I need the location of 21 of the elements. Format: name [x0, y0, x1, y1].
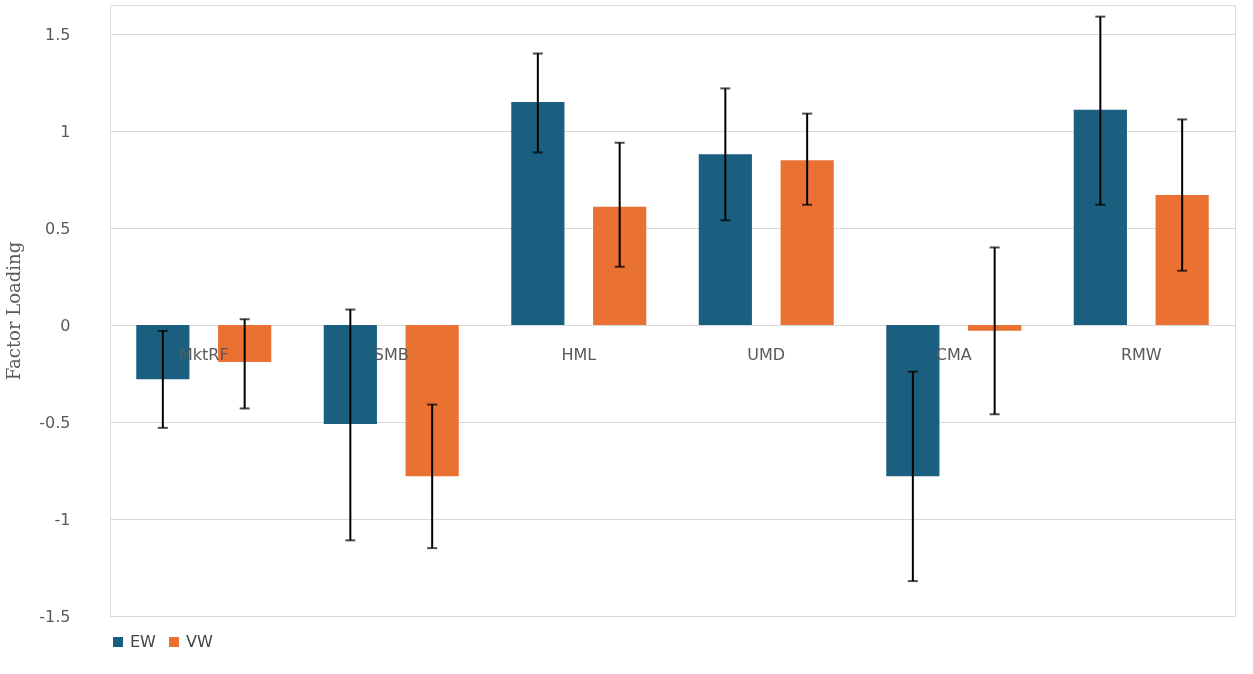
y-tick-label: -1: [54, 509, 71, 529]
y-tick-label: 0: [60, 315, 71, 335]
bar: [593, 206, 647, 326]
legend-label: EW: [130, 632, 157, 651]
y-tick-label: -1.5: [39, 606, 71, 626]
legend-label: VW: [186, 632, 213, 651]
bar: [698, 154, 752, 326]
bar: [780, 160, 834, 326]
x-tick-label: HML: [561, 345, 597, 365]
y-tick-label: 1.5: [45, 24, 71, 44]
y-tick-label: -0.5: [39, 412, 71, 432]
bar: [511, 101, 565, 326]
bar: [323, 325, 377, 424]
y-tick-label: 0.5: [45, 218, 71, 238]
y-axis-title: Factor Loading: [3, 241, 25, 381]
bar: [1073, 109, 1127, 326]
x-tick-label: RMW: [1120, 345, 1162, 365]
bar: [1155, 195, 1209, 326]
y-tick-label: 1: [60, 121, 71, 141]
bar: [968, 325, 1022, 331]
x-tick-label: UMD: [747, 345, 786, 365]
